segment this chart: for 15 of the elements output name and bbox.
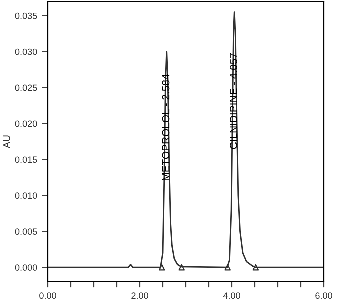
y-tick-label: 0.025: [15, 84, 38, 92]
y-tick-label: 0.015: [15, 156, 38, 164]
y-tick-label: 0.010: [15, 192, 38, 200]
y-tick-label: 0.030: [15, 48, 38, 56]
annotation: METOPROLOL - 2.584: [162, 74, 170, 180]
y-tick-label: 0.020: [15, 120, 38, 128]
x-tick-label: 2.00: [132, 292, 148, 300]
x-tick-label: 4.00: [223, 292, 240, 300]
y-tick-label: 0.035: [15, 12, 38, 20]
x-tick-label: 0.00: [40, 292, 56, 300]
x-tick-label: 6.00: [316, 292, 332, 300]
annotation: CILNIDIPINE - 4.057: [230, 54, 238, 150]
y-axis-title: AU: [4, 136, 10, 148]
y-tick-label: 0.000: [15, 264, 38, 271]
y-tick-label: 0.005: [15, 228, 38, 236]
